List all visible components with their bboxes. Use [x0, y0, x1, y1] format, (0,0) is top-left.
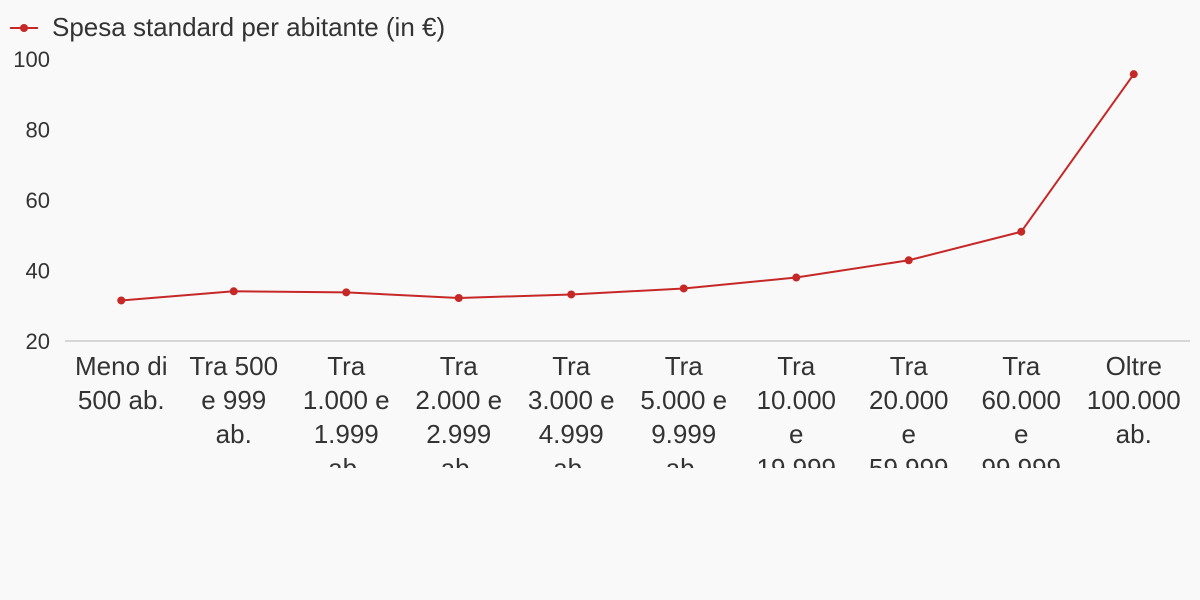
data-point[interactable]	[679, 284, 688, 293]
data-point[interactable]	[567, 290, 576, 299]
x-tick-label-line: 10.000	[756, 385, 836, 415]
x-tick-label-line: ab.	[666, 453, 702, 483]
series-group	[117, 70, 1138, 305]
x-tick-label: Tra 60.000 e 99.999	[981, 351, 1061, 483]
x-tick-label-line: ab.	[328, 453, 364, 483]
x-tick-label-line: 2.000 e	[415, 385, 502, 415]
legend: Spesa standard per abitante (in €)	[10, 12, 445, 42]
x-tick-label-line: Tra	[665, 351, 704, 381]
y-tick-label: 20	[26, 329, 50, 354]
y-tick-label: 60	[26, 188, 50, 213]
data-point[interactable]	[342, 288, 351, 297]
x-tick-label-line: 2.999	[426, 419, 491, 449]
x-tick-label: Tra 500 e 999 ab.	[189, 351, 278, 449]
x-axis: Meno di 500 ab. Tra 500 e 999 ab. Tra 1.000 e 1…	[75, 351, 1181, 483]
x-tick-label: Oltre 100.000 ab.	[1087, 351, 1181, 449]
x-tick-label: Tra 10.000 e 19.999	[756, 351, 836, 483]
x-tick-label-line: 1.000 e	[303, 385, 390, 415]
legend-label: Spesa standard per abitante (in €)	[52, 12, 445, 42]
x-tick-label-line: 5.000 e	[640, 385, 727, 415]
x-tick-label-line: 100.000	[1087, 385, 1181, 415]
x-tick-label-line: Tra	[327, 351, 366, 381]
x-tick-label-line: 3.000 e	[528, 385, 615, 415]
x-tick-label-line: ab.	[216, 419, 252, 449]
x-tick-label-line: e	[1014, 419, 1028, 449]
legend-dot-marker	[20, 24, 28, 32]
y-tick-label: 80	[26, 118, 50, 143]
x-tick-label-line: Tra	[890, 351, 929, 381]
x-tick-label-line: Tra	[1002, 351, 1041, 381]
x-tick-label-line: 1.999	[314, 419, 379, 449]
data-point[interactable]	[117, 296, 126, 305]
x-tick-label-line: 59.999	[869, 453, 949, 483]
x-tick-label-line: Tra 500	[189, 351, 278, 381]
x-tick-label: Tra 20.000 e 59.999	[869, 351, 949, 483]
x-tick-label-line: ab.	[1116, 419, 1152, 449]
x-tick-label-line: e	[789, 419, 803, 449]
x-tick-label-line: e 999	[201, 385, 266, 415]
x-tick-label: Tra 5.000 e 9.999 ab.	[640, 351, 727, 483]
data-point[interactable]	[792, 273, 801, 282]
x-tick-label-line: Tra	[552, 351, 591, 381]
data-point[interactable]	[229, 287, 238, 296]
x-tick-label-line: 9.999	[651, 419, 716, 449]
x-tick-label: Tra 2.000 e 2.999 ab.	[415, 351, 502, 483]
x-tick-label-line: Tra	[440, 351, 479, 381]
x-tick-label-line: 19.999	[756, 453, 836, 483]
x-tick-label-line: 20.000	[869, 385, 949, 415]
data-point[interactable]	[454, 293, 463, 302]
x-tick-label: Meno di 500 ab.	[75, 351, 168, 415]
y-axis: 20 40 60 80 100	[13, 47, 50, 354]
x-tick-label: Tra 3.000 e 4.999 ab.	[528, 351, 615, 483]
data-point[interactable]	[1017, 227, 1026, 236]
y-tick-label: 100	[13, 47, 50, 72]
x-tick-label: Tra 1.000 e 1.999 ab.	[303, 351, 390, 483]
data-point[interactable]	[1129, 70, 1138, 79]
x-tick-label-line: Oltre	[1106, 351, 1162, 381]
data-point[interactable]	[904, 256, 913, 265]
x-tick-label-line: ab.	[553, 453, 589, 483]
x-tick-label-line: Tra	[777, 351, 816, 381]
x-tick-label-line: ab.	[441, 453, 477, 483]
series-line	[121, 73, 1135, 302]
x-tick-label-line: 4.999	[539, 419, 604, 449]
y-tick-label: 40	[26, 259, 50, 284]
x-tick-label-line: Meno di	[75, 351, 168, 381]
x-tick-label-line: 60.000	[981, 385, 1061, 415]
x-tick-label-line: 500 ab.	[78, 385, 165, 415]
x-tick-label-line: e	[902, 419, 916, 449]
x-tick-label-line: 99.999	[981, 453, 1061, 483]
